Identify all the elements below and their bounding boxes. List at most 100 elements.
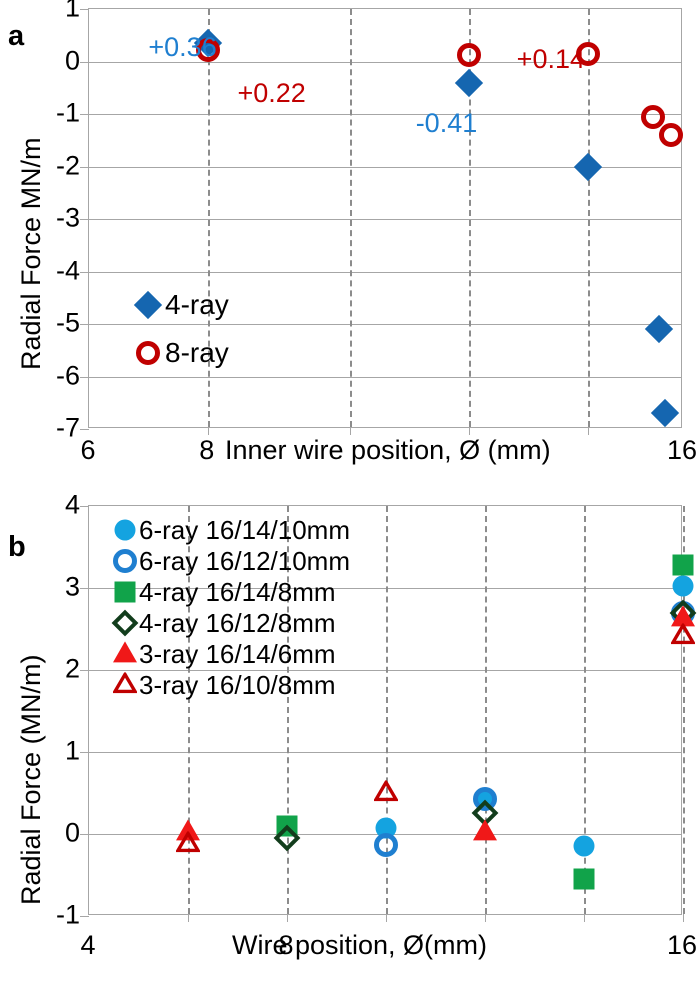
gridline-vertical bbox=[683, 506, 685, 914]
legend-item[interactable]: 3-ray 16/14/6mm bbox=[111, 638, 350, 669]
legend-label: 4-ray 16/14/8mm bbox=[139, 576, 336, 607]
data-point bbox=[641, 104, 666, 129]
y-tick-mark bbox=[80, 219, 89, 220]
marker-filled-circle bbox=[114, 519, 136, 540]
gridline-horizontal bbox=[89, 61, 681, 63]
y-tick-label: -1 bbox=[55, 97, 80, 128]
gridline-horizontal bbox=[89, 588, 681, 589]
data-point bbox=[473, 786, 497, 811]
legend-marker-filled-triangle bbox=[111, 640, 139, 668]
data-point bbox=[573, 152, 603, 181]
data-annotation: +0.22 bbox=[237, 77, 306, 108]
data-point bbox=[672, 554, 694, 576]
data-point bbox=[276, 815, 298, 837]
legend-marker-open-circle bbox=[111, 547, 139, 575]
legend-item[interactable]: 4-ray 16/12/8mm bbox=[111, 607, 350, 638]
x-tick-mark bbox=[683, 914, 684, 922]
panel-b-legend: 6-ray 16/14/10mm 6-ray 16/12/10mm 4-ray 16… bbox=[111, 514, 350, 700]
legend-item[interactable]: 6-ray 16/14/10mm bbox=[111, 514, 350, 545]
gridline-horizontal bbox=[89, 324, 681, 325]
gridline-vertical bbox=[587, 9, 590, 427]
y-tick-mark bbox=[80, 916, 89, 917]
legend-marker-open-triangle bbox=[111, 670, 139, 699]
y-tick-label: -4 bbox=[55, 255, 80, 285]
y-tick-label: 0 bbox=[64, 45, 80, 75]
gridline-horizontal bbox=[89, 166, 681, 168]
y-tick-label: -5 bbox=[55, 307, 80, 338]
legend-label: 8-ray bbox=[165, 337, 229, 368]
y-tick-label: 4 bbox=[64, 489, 80, 520]
panel-a-plot-area: +0.36 +0.22 -0.41 +0.14 4-ray 8-ray bbox=[80, 8, 684, 435]
y-tick-mark bbox=[80, 61, 89, 63]
legend-item[interactable]: 4-ray 16/14/8mm bbox=[111, 576, 350, 607]
x-tick-label: 4 bbox=[80, 930, 96, 960]
gridline-horizontal bbox=[89, 376, 681, 378]
panel-b-x-axis-label: Wire position, Ø(mm) bbox=[232, 930, 488, 960]
data-point bbox=[573, 835, 595, 857]
data-point bbox=[670, 621, 696, 644]
data-point bbox=[671, 604, 695, 626]
legend-marker-filled-circle bbox=[111, 516, 139, 544]
legend-label: 6-ray 16/14/10mm bbox=[139, 514, 350, 545]
legend-marker-filled-diamond bbox=[131, 288, 165, 322]
x-tick-label: 8 bbox=[199, 435, 215, 465]
legend-marker-open-diamond bbox=[111, 609, 139, 637]
panel-b-letter: b bbox=[8, 531, 26, 563]
x-tick-mark bbox=[587, 427, 589, 435]
gridline-vertical bbox=[584, 506, 586, 914]
legend-item[interactable]: 3-ray 16/10/8mm bbox=[111, 669, 350, 700]
x-tick-label: 16 bbox=[666, 930, 698, 960]
panel-a-letter: a bbox=[8, 20, 25, 52]
legend-label: 6-ray 16/12/10mm bbox=[139, 545, 350, 576]
y-tick-label: 0 bbox=[64, 817, 80, 848]
data-point bbox=[573, 868, 595, 890]
y-tick-mark bbox=[80, 324, 89, 325]
y-tick-mark bbox=[80, 166, 89, 168]
data-point bbox=[195, 37, 220, 62]
marker-filled-triangle bbox=[113, 640, 137, 662]
panel-a-y-tick-labels: 1 0 -1 -2 -3 -4 -5 -6 -7 bbox=[24, 0, 80, 441]
marker-open-circle bbox=[113, 548, 137, 573]
data-annotation: +0.14 bbox=[516, 43, 585, 74]
gridline-horizontal bbox=[89, 752, 681, 753]
data-point bbox=[455, 68, 484, 98]
y-tick-label: -1 bbox=[55, 899, 80, 930]
y-tick-label: 1 bbox=[64, 735, 80, 766]
data-point bbox=[175, 829, 201, 852]
marker-open-diamond bbox=[111, 609, 139, 636]
data-annotation: -0.41 bbox=[415, 107, 478, 138]
legend-label: 3-ray 16/10/8mm bbox=[139, 669, 336, 700]
legend-item[interactable]: 8-ray bbox=[131, 329, 229, 377]
x-tick-mark bbox=[584, 914, 585, 922]
x-tick-mark bbox=[207, 427, 209, 435]
gridline-horizontal bbox=[89, 670, 681, 671]
gridline-vertical bbox=[207, 9, 210, 427]
y-tick-mark bbox=[80, 670, 89, 671]
panel-a-x-axis-label: Inner wire position, Ø (mm) bbox=[225, 435, 551, 465]
panel-a-legend: 4-ray 8-ray bbox=[131, 281, 229, 377]
legend-marker-open-circle bbox=[131, 336, 165, 370]
panel-b-y-tick-labels: 4 3 2 1 0 -1 bbox=[24, 491, 80, 928]
legend-label: 3-ray 16/14/6mm bbox=[139, 638, 336, 669]
legend-marker-filled-square bbox=[111, 578, 139, 606]
data-point bbox=[457, 43, 482, 68]
gridline-vertical bbox=[350, 9, 353, 427]
y-tick-label: 1 bbox=[64, 0, 80, 23]
y-tick-mark bbox=[80, 429, 89, 430]
data-point bbox=[473, 819, 497, 841]
y-tick-mark bbox=[80, 114, 89, 115]
marker-filled-diamond bbox=[133, 290, 163, 320]
x-tick-mark bbox=[350, 427, 352, 435]
y-tick-mark bbox=[80, 376, 89, 378]
y-tick-label: -3 bbox=[55, 202, 80, 233]
gridline-horizontal bbox=[89, 219, 681, 220]
legend-item[interactable]: 6-ray 16/12/10mm bbox=[111, 545, 350, 576]
legend-item[interactable]: 4-ray bbox=[131, 281, 229, 329]
x-tick-mark bbox=[188, 914, 189, 922]
x-tick-mark bbox=[386, 914, 387, 922]
data-point bbox=[651, 399, 680, 428]
y-tick-label: -2 bbox=[55, 150, 80, 180]
panel-b: b Radial Force (MN/m) 4 3 2 1 0 -1 6-ray 16/1… bbox=[0, 485, 700, 985]
y-tick-mark bbox=[80, 506, 89, 507]
legend-label: 4-ray 16/12/8mm bbox=[139, 607, 336, 638]
